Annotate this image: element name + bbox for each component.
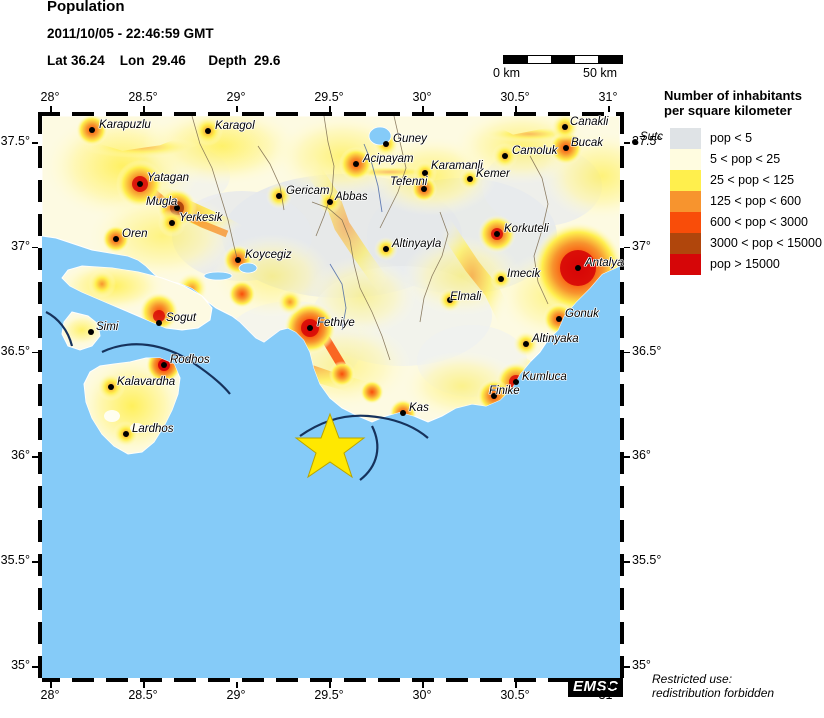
axis-label-latitude: 36.5°: [0, 343, 30, 358]
axis-label-latitude: 37.5°: [0, 134, 30, 148]
population-density-map[interactable]: [42, 116, 620, 678]
legend-label-2: 25 < pop < 125: [710, 173, 795, 187]
landmass-anatolia: [42, 116, 620, 423]
legend-label-6: pop > 15000: [710, 257, 780, 271]
axis-label-longitude: 28°: [40, 90, 60, 104]
legend-swatch-4: [670, 212, 701, 233]
axis-tick: [50, 106, 52, 112]
axis-tick: [608, 682, 610, 688]
axis-tick: [329, 106, 331, 112]
axis-tick: [32, 561, 38, 563]
fault-line: [45, 311, 429, 481]
axis-tick: [624, 351, 630, 354]
scale-segment: [598, 56, 622, 63]
page-title: Population: [47, 0, 125, 15]
scale-segment: [574, 56, 599, 63]
map-border-bottom: [38, 678, 624, 682]
axis-label-longitude: 29°: [226, 90, 246, 104]
axis-label-latitude: 36°: [11, 448, 30, 463]
legend-title: Number of inhabitants per square kilomet…: [664, 88, 824, 118]
map-border-right: [620, 112, 624, 682]
axis-tick: [50, 682, 52, 688]
scale-label-max: 50 km: [583, 66, 618, 80]
axis-label-longitude: 31°: [598, 90, 618, 104]
axis-tick: [624, 456, 630, 458]
axis-label-longitude: 30°: [412, 90, 432, 104]
restriction-line1: Restricted use:: [652, 672, 733, 686]
axis-tick: [32, 666, 38, 668]
legend-swatch-0: [670, 128, 701, 149]
axis-label-longitude: 30.5°: [500, 90, 530, 104]
event-datetime: 2011/10/05 - 22:46:59 GMT: [47, 26, 214, 41]
axis-label-longitude: 30.5°: [500, 688, 530, 702]
legend-swatch-3: [670, 191, 701, 212]
axis-label-latitude: 37°: [11, 238, 30, 253]
island-rhodes: [83, 357, 181, 455]
legend-swatch-1: [670, 149, 701, 170]
restriction-line2: redistribution forbidden: [652, 685, 775, 700]
axis-label-latitude: 36°: [632, 448, 651, 463]
legend-color-scale: [670, 128, 701, 275]
axis-tick: [143, 682, 145, 688]
axis-label-longitude: 31°: [598, 688, 618, 702]
axis-label-longitude: 29.5°: [314, 90, 344, 104]
scale-label-min: 0 km: [493, 66, 521, 80]
axis-tick: [624, 561, 630, 563]
legend-swatch-2: [670, 170, 701, 191]
lake: [203, 271, 233, 281]
axis-label-latitude: 37°: [632, 238, 651, 253]
axis-label-longitude: 29°: [226, 688, 246, 702]
axis-tick: [143, 106, 145, 112]
axis-label-longitude: 28°: [40, 688, 60, 702]
axis-tick: [32, 142, 38, 144]
map-canvas: [42, 116, 620, 678]
legend-swatch-6: [670, 254, 701, 275]
scale-segment: [527, 56, 552, 63]
legend-label-list: pop < 5 5 < pop < 25 25 < pop < 125 125 < p…: [710, 128, 822, 275]
axis-tick: [32, 351, 38, 354]
legend-label-1: 5 < pop < 25: [710, 152, 781, 166]
axis-label-longitude: 28.5°: [128, 90, 158, 104]
legend-label-0: pop < 5: [710, 131, 753, 145]
legend-label-5: 3000 < pop < 15000: [710, 236, 822, 250]
map-border-left: [38, 112, 42, 682]
legend-label-4: 600 < pop < 3000: [710, 215, 809, 229]
axis-tick: [329, 682, 331, 688]
axis-label-latitude: 37.5°: [632, 134, 662, 148]
legend-title-line1: Number of inhabitants: [664, 88, 802, 103]
axis-tick: [422, 682, 424, 688]
axis-label-latitude: 35°: [11, 658, 30, 672]
axis-label-latitude: 36.5°: [632, 343, 662, 358]
axis-tick: [32, 246, 38, 249]
event-parameters: Lat 36.24 Lon 29.46 Depth 29.6: [47, 53, 281, 68]
scale-segment: [504, 56, 528, 63]
axis-label-latitude: 35°: [632, 658, 651, 672]
axis-tick: [236, 682, 238, 688]
axis-tick: [422, 106, 424, 112]
axis-tick: [515, 682, 517, 688]
axis-label-longitude: 28.5°: [128, 688, 158, 702]
emsc-logo: EMSC: [568, 678, 624, 697]
axis-label-latitude: 35.5°: [0, 553, 30, 568]
axis-label-longitude: 30°: [412, 688, 432, 702]
axis-tick: [608, 106, 610, 112]
lake: [238, 262, 258, 274]
epicenter-star-group: [294, 412, 366, 479]
axis-label-latitude: 35.5°: [632, 553, 662, 568]
axis-tick: [624, 142, 630, 144]
legend-label-3: 125 < pop < 600: [710, 194, 802, 208]
axis-tick: [515, 106, 517, 112]
axis-label-longitude: 29.5°: [314, 688, 344, 702]
axis-tick: [624, 666, 630, 668]
lake: [368, 126, 392, 146]
map-scale-bar: [503, 55, 623, 64]
axis-tick: [236, 106, 238, 112]
scale-segment: [551, 56, 575, 63]
restriction-notice: Restricted use: redistribution forbidden: [652, 672, 824, 700]
legend-swatch-5: [670, 233, 701, 254]
map-border-top: [38, 112, 624, 116]
axis-tick: [624, 246, 630, 249]
axis-tick: [32, 456, 38, 458]
legend-title-line2: per square kilometer: [664, 103, 792, 118]
